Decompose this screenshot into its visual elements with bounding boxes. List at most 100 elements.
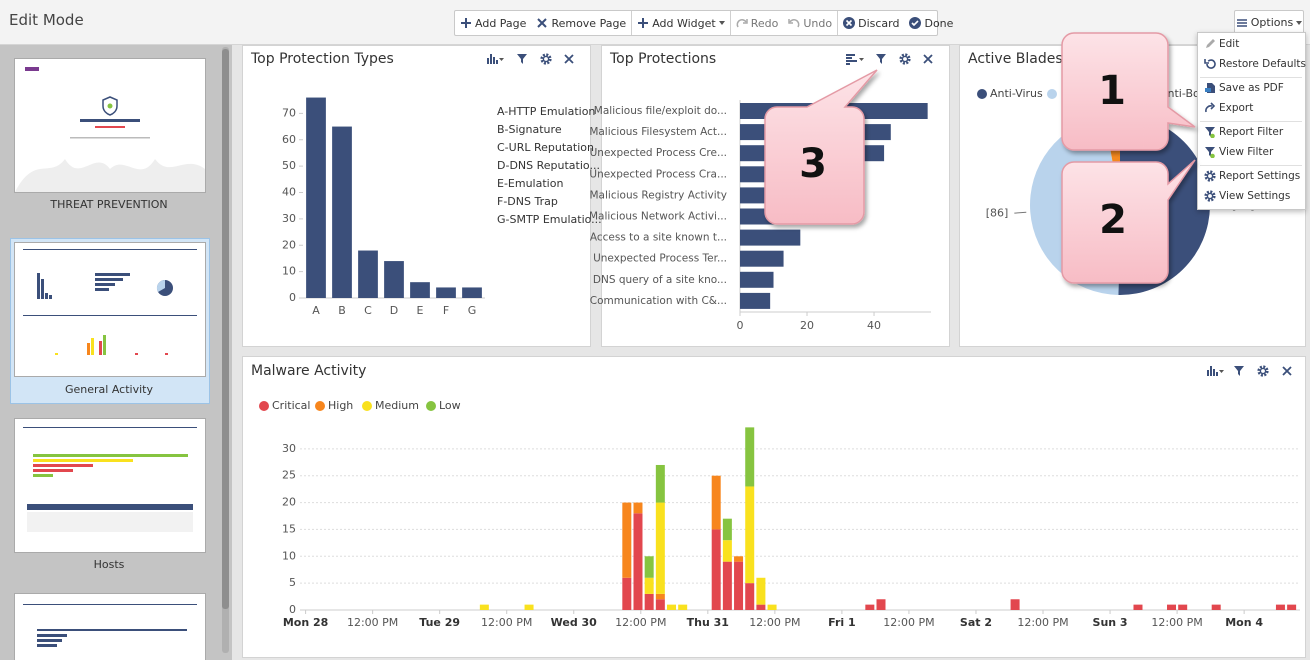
x-tick-label: Sat 2 xyxy=(960,616,992,629)
x-tick-label: Thu 31 xyxy=(687,616,729,629)
page-thumbnail[interactable] xyxy=(14,58,206,193)
x-tick-label: Sun 3 xyxy=(1093,616,1128,629)
icon xyxy=(736,19,748,28)
bar xyxy=(410,282,430,298)
bar xyxy=(332,126,352,298)
x-tick-label: 12:00 PM xyxy=(347,616,398,629)
page-thumbnail[interactable] xyxy=(14,242,206,377)
bar-segment xyxy=(644,593,654,610)
menu-item[interactable]: Save as PDF xyxy=(1204,82,1284,94)
widget-tool[interactable] xyxy=(923,54,933,64)
bar-segment xyxy=(756,577,766,605)
icon xyxy=(537,18,548,28)
widget-tool[interactable] xyxy=(540,53,552,65)
y-tick-label: 70 xyxy=(282,106,296,119)
menu-item[interactable]: Report Settings xyxy=(1204,170,1300,182)
bar xyxy=(306,97,326,298)
widget-tool[interactable] xyxy=(1282,366,1292,376)
bar-segment xyxy=(479,604,489,610)
y-tick-label: Unexpected Process Cra... xyxy=(589,168,727,180)
bar-segment xyxy=(1275,604,1285,610)
widget-tool[interactable] xyxy=(517,54,527,64)
bar-segment xyxy=(722,540,732,562)
legend-label: Critical xyxy=(272,399,310,412)
legend-label: Anti-Virus xyxy=(990,87,1043,100)
icon xyxy=(1204,170,1216,182)
menu-item-label: Restore Defaults xyxy=(1219,58,1307,70)
icon xyxy=(1205,83,1215,93)
widget-tool[interactable] xyxy=(1257,365,1269,377)
widget-tool[interactable] xyxy=(846,54,864,65)
toolbar-button[interactable]: Add Page xyxy=(455,11,531,35)
legend-swatch xyxy=(362,401,372,411)
y-tick-label: 15 xyxy=(282,522,296,535)
bar-segment xyxy=(622,502,632,578)
menu-item[interactable]: Export xyxy=(1204,102,1253,114)
page-thumbnail[interactable] xyxy=(14,418,206,553)
menu-item[interactable]: Restore Defaults xyxy=(1204,58,1306,70)
page-thumbnail[interactable] xyxy=(14,593,206,660)
widget-tool[interactable] xyxy=(876,54,886,64)
options-button[interactable]: Options xyxy=(1234,10,1304,35)
bar xyxy=(358,250,378,298)
x-tick-label: Mon 4 xyxy=(1225,616,1263,629)
menu-item[interactable]: View Filter xyxy=(1204,146,1273,158)
top-bar: Edit Mode Add Page Remove Page Add Widget R… xyxy=(0,0,1310,45)
widget-tool[interactable] xyxy=(1234,366,1244,376)
bar-segment xyxy=(745,427,755,487)
menu-item[interactable]: Report Filter xyxy=(1204,126,1283,138)
legend-label: G-SMTP Emulatio... xyxy=(497,213,602,226)
y-tick-label: Access to a site known t... xyxy=(590,232,727,244)
x-tick-label: 12:00 PM xyxy=(883,616,934,629)
bar-segment xyxy=(655,599,665,610)
widget-tool[interactable] xyxy=(899,53,911,65)
bar-segment xyxy=(667,604,677,610)
y-tick-label: Malicious Network Activi... xyxy=(589,211,727,223)
bar xyxy=(740,103,928,119)
legend-swatch xyxy=(259,401,269,411)
toolbar-button[interactable]: Undo xyxy=(783,11,837,35)
icon xyxy=(1205,102,1216,113)
widget-tool[interactable] xyxy=(1207,366,1224,376)
toolbar-button[interactable]: Discard xyxy=(837,11,904,35)
mode-title: Edit Mode xyxy=(9,11,84,29)
bar-segment xyxy=(734,556,744,562)
icon xyxy=(638,18,649,28)
toolbar-button[interactable]: Add Widget xyxy=(631,11,730,35)
legend-label: C-URL Reputation xyxy=(497,141,594,154)
menu-item[interactable]: Edit xyxy=(1204,38,1239,50)
x-tick-label: 40 xyxy=(867,319,881,332)
legend-label: High xyxy=(328,399,353,412)
widget-tool[interactable] xyxy=(564,54,574,64)
bar-segment xyxy=(1167,604,1177,610)
caret xyxy=(718,21,725,25)
y-tick-label: DNS query of a site kno... xyxy=(593,274,727,286)
bar xyxy=(740,229,801,246)
thumbnail-art xyxy=(23,249,197,355)
toolbar-button[interactable]: Remove Page xyxy=(531,11,631,35)
y-tick-label: 0 xyxy=(289,603,296,616)
legend-label: F-DNS Trap xyxy=(497,195,558,208)
thumbnail-art xyxy=(23,427,197,532)
bar xyxy=(436,287,456,298)
toolbar-button[interactable]: Redo xyxy=(729,11,784,35)
menu-item-label: View Settings xyxy=(1219,190,1291,202)
icon xyxy=(788,19,800,28)
widget-tool[interactable] xyxy=(487,54,504,64)
bar-segment xyxy=(767,604,777,610)
button-label: Add Widget xyxy=(652,16,716,30)
y-tick-label: Malicious file/exploit do... xyxy=(594,105,727,117)
y-tick-label: 25 xyxy=(282,469,296,482)
y-tick-label: 10 xyxy=(282,265,296,278)
bar-segment xyxy=(633,502,643,514)
bar-segment xyxy=(1287,604,1297,610)
button-label: Remove Page xyxy=(551,16,627,30)
menu-separator xyxy=(1200,77,1302,78)
bar-segment xyxy=(644,556,654,578)
toolbar-button[interactable]: Done xyxy=(904,11,958,35)
scrollbar-thumb[interactable] xyxy=(222,49,229,609)
y-tick-label: 20 xyxy=(282,238,296,251)
menu-item[interactable]: View Settings xyxy=(1204,190,1290,202)
menu-item-label: Report Settings xyxy=(1219,170,1301,182)
page-label: THREAT PREVENTION xyxy=(50,198,168,211)
